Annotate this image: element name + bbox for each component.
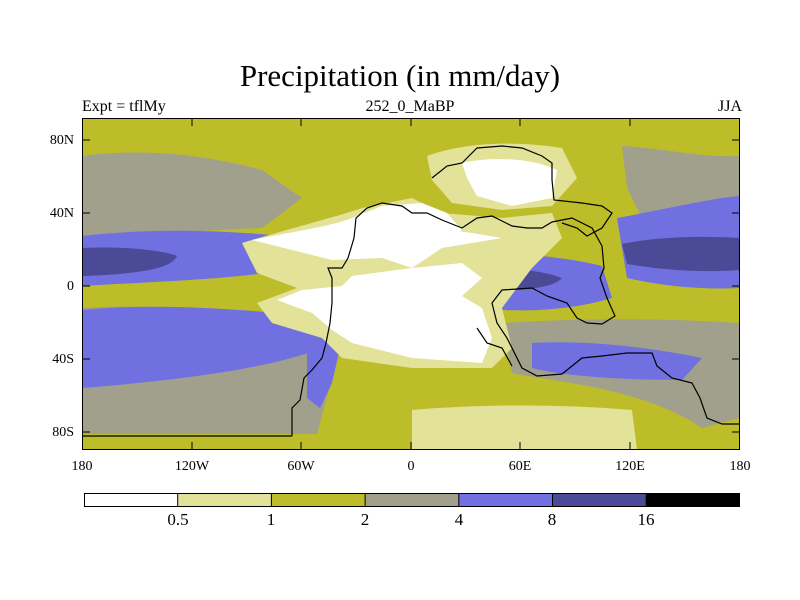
colorbar-swatch — [365, 493, 459, 507]
contour-lt05-north — [462, 158, 557, 206]
colorbar-swatch — [552, 493, 647, 507]
y-tick-label: 0 — [67, 279, 74, 294]
map-svg — [82, 118, 740, 450]
colorbar-label: 4 — [454, 510, 464, 529]
continent-outline — [82, 202, 740, 437]
colorbar-swatch — [177, 493, 272, 507]
x-tick-label: 120W — [174, 459, 210, 474]
time-label: 252_0_MaBP — [365, 98, 455, 115]
contour-05-1-antarctic — [412, 405, 637, 450]
x-tick-label: 0 — [407, 459, 415, 474]
colorbar-label: 0.5 — [167, 510, 189, 529]
colorbar-label: 8 — [547, 510, 557, 529]
y-tick-label: 40S — [52, 352, 74, 367]
contour-lt05-central — [357, 203, 462, 256]
tick-marks — [82, 118, 740, 450]
colorbar-swatch — [646, 493, 740, 507]
y-tick-label: 80N — [49, 133, 74, 148]
colorbar-label: 1 — [266, 510, 276, 529]
colorbar-swatch — [84, 493, 178, 507]
colorbar-swatch — [271, 493, 366, 507]
experiment-label: Expt = tflMy — [82, 98, 166, 115]
contour-8-16-east — [622, 236, 740, 272]
x-tick-label: 180 — [729, 459, 751, 474]
contour-4-8-pacific-south — [82, 306, 322, 388]
x-tick-label: 180 — [71, 459, 93, 474]
y-tick-label: 80S — [52, 425, 74, 440]
plot-title: Precipitation (in mm/day) — [239, 58, 561, 93]
x-tick-label: 60W — [287, 459, 315, 474]
continent-outline-north — [431, 145, 613, 237]
contour-lt05-pangaea — [252, 208, 502, 363]
colorbar-label: 16 — [637, 510, 655, 529]
x-tick-label: 120E — [615, 459, 645, 474]
contour-4-8-south-east — [532, 342, 702, 380]
x-tick-label: 60E — [508, 459, 532, 474]
colorbar — [84, 493, 740, 507]
contour-8-16-pacific — [82, 247, 177, 276]
y-tick-label: 40N — [49, 206, 74, 221]
colorbar-swatch — [458, 493, 553, 507]
precipitation-map — [82, 118, 740, 450]
season-label: JJA — [717, 98, 742, 115]
contour-2-4-north-pacific — [82, 152, 302, 240]
colorbar-label: 2 — [360, 510, 370, 529]
